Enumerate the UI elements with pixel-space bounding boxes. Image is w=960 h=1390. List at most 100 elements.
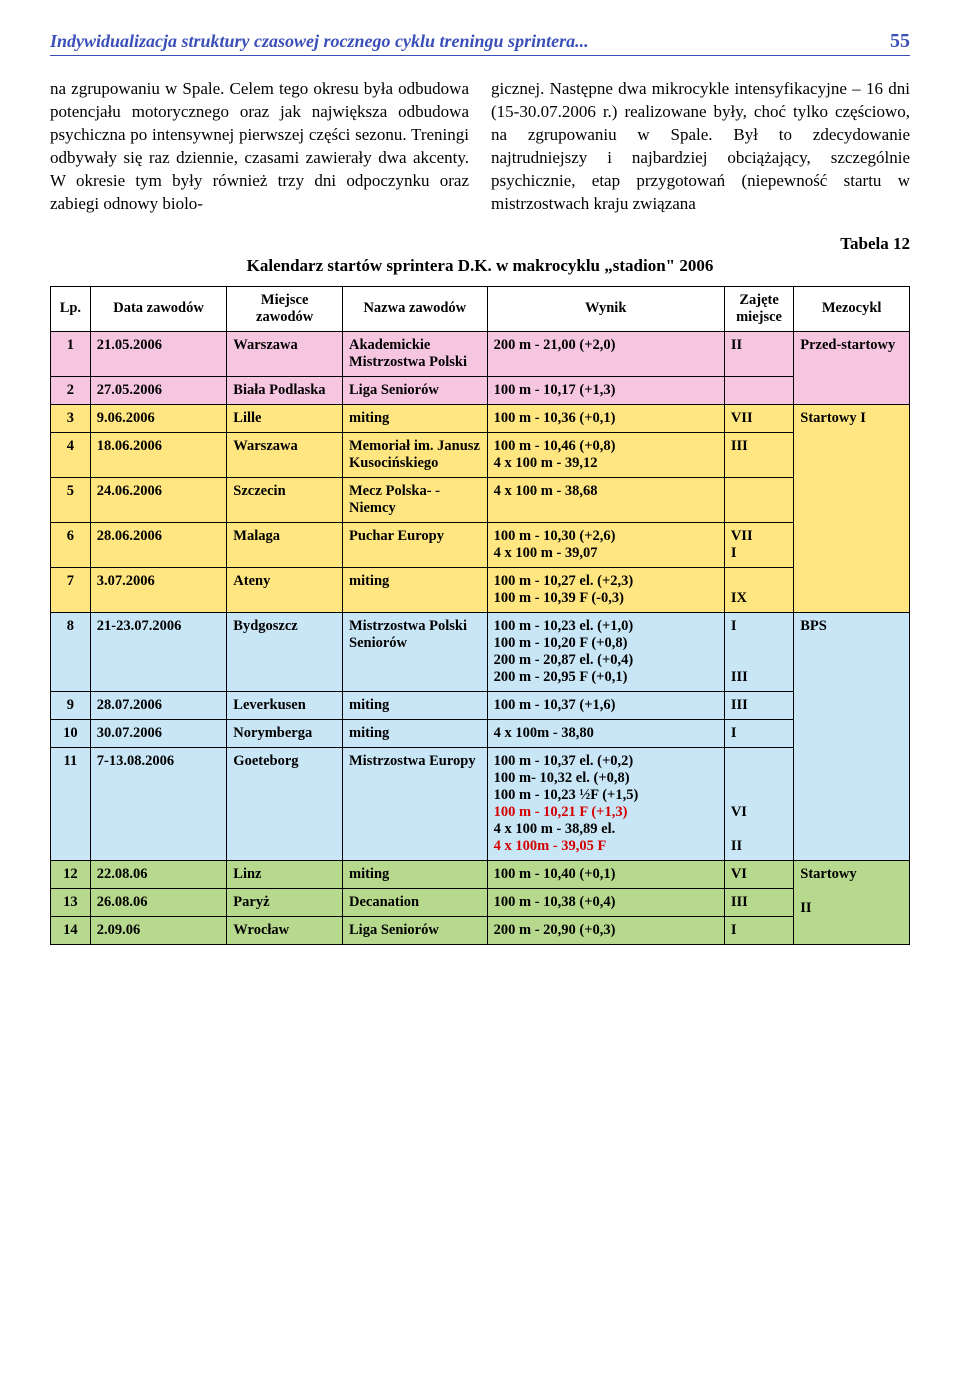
table-cell: 7 (51, 567, 91, 612)
table-cell: Startowy I (794, 404, 910, 612)
table-cell: Szczecin (227, 477, 343, 522)
table-cell: Mistrzostwa Europy (343, 747, 488, 860)
page-header: Indywidualizacja struktury czasowej rocz… (50, 30, 910, 56)
table-cell: miting (343, 691, 488, 719)
table-cell: 100 m - 10,46 (+0,8)4 x 100 m - 39,12 (487, 432, 724, 477)
table-row: 39.06.2006Lillemiting100 m - 10,36 (+0,1… (51, 404, 910, 432)
table-cell: 2.09.06 (90, 916, 227, 944)
table-cell: 200 m - 20,90 (+0,3) (487, 916, 724, 944)
table-header-row: Lp. Data zawodów Miejsce zawodów Nazwa z… (51, 286, 910, 331)
table-cell: Wrocław (227, 916, 343, 944)
running-title: Indywidualizacja struktury czasowej rocz… (50, 31, 589, 52)
table-cell: Goeteborg (227, 747, 343, 860)
table-cell: Leverkusen (227, 691, 343, 719)
table-cell: Warszawa (227, 331, 343, 376)
table-cell: 4 x 100m - 38,80 (487, 719, 724, 747)
table-row: 73.07.2006Atenymiting100 m - 10,27 el. (… (51, 567, 910, 612)
table-cell: III (724, 432, 793, 477)
table-cell: Memoriał im. Janusz Kusocińskiego (343, 432, 488, 477)
table-row: 1222.08.06Linzmiting100 m - 10,40 (+0,1)… (51, 860, 910, 888)
body-text-columns: na zgrupowaniu w Spale. Celem tego okres… (50, 78, 910, 216)
table-cell: Akademickie Mistrzostwa Polski (343, 331, 488, 376)
table-cell: 9 (51, 691, 91, 719)
table-cell: 100 m - 10,38 (+0,4) (487, 888, 724, 916)
table-cell: III (724, 691, 793, 719)
page-number: 55 (890, 30, 910, 53)
table-cell: 3 (51, 404, 91, 432)
table-cell: 8 (51, 612, 91, 691)
table-cell: 5 (51, 477, 91, 522)
table-cell: Lille (227, 404, 343, 432)
table-cell: 100 m - 10,37 el. (+0,2)100 m- 10,32 el.… (487, 747, 724, 860)
table-cell: BPS (794, 612, 910, 860)
table-cell: IX (724, 567, 793, 612)
table-cell: miting (343, 860, 488, 888)
th-result: Wynik (487, 286, 724, 331)
table-cell: 11 (51, 747, 91, 860)
th-place: Miejsce zawodów (227, 286, 343, 331)
table-cell: VII (724, 404, 793, 432)
th-event: Nazwa zawodów (343, 286, 488, 331)
table-cell: Decanation (343, 888, 488, 916)
table-cell: 30.07.2006 (90, 719, 227, 747)
table-row: 142.09.06WrocławLiga Seniorów200 m - 20,… (51, 916, 910, 944)
table-cell: 9.06.2006 (90, 404, 227, 432)
th-pos: Zajęte miejsce (724, 286, 793, 331)
table-cell: Paryż (227, 888, 343, 916)
table-row: 524.06.2006SzczecinMecz Polska- -Niemcy4… (51, 477, 910, 522)
table-cell: Przed-startowy (794, 331, 910, 404)
table-cell: I (724, 719, 793, 747)
table-cell: miting (343, 567, 488, 612)
table-cell: VI (724, 860, 793, 888)
table-cell: II (724, 331, 793, 376)
table-row: 928.07.2006Leverkusenmiting100 m - 10,37… (51, 691, 910, 719)
table-cell: 200 m - 21,00 (+2,0) (487, 331, 724, 376)
table-cell: 100 m - 10,40 (+0,1) (487, 860, 724, 888)
table-cell: Mecz Polska- -Niemcy (343, 477, 488, 522)
table-cell: VIII (724, 747, 793, 860)
table-cell: 26.08.06 (90, 888, 227, 916)
table-cell (724, 376, 793, 404)
table-row: 227.05.2006Biała PodlaskaLiga Seniorów10… (51, 376, 910, 404)
table-cell: 100 m - 10,17 (+1,3) (487, 376, 724, 404)
table-cell: Biała Podlaska (227, 376, 343, 404)
table-cell: Mistrzostwa Polski Seniorów (343, 612, 488, 691)
table-cell: I (724, 916, 793, 944)
body-text-col2: gicznej. Następne dwa mikrocykle intensy… (491, 78, 910, 216)
th-lp: Lp. (51, 286, 91, 331)
table-cell: 22.08.06 (90, 860, 227, 888)
table-row: 117-13.08.2006GoeteborgMistrzostwa Europ… (51, 747, 910, 860)
table-cell: 3.07.2006 (90, 567, 227, 612)
table-row: 418.06.2006WarszawaMemoriał im. Janusz K… (51, 432, 910, 477)
table-cell: 18.06.2006 (90, 432, 227, 477)
table-cell: StartowyII (794, 860, 910, 944)
table-cell: 28.06.2006 (90, 522, 227, 567)
table-cell: Ateny (227, 567, 343, 612)
table-cell: 27.05.2006 (90, 376, 227, 404)
table-cell: Warszawa (227, 432, 343, 477)
table-cell: 1 (51, 331, 91, 376)
table-cell: miting (343, 719, 488, 747)
th-mezo: Mezocykl (794, 286, 910, 331)
table-cell: Bydgoszcz (227, 612, 343, 691)
table-cell: 4 x 100 m - 38,68 (487, 477, 724, 522)
table-cell: 2 (51, 376, 91, 404)
table-cell: Malaga (227, 522, 343, 567)
results-table: Lp. Data zawodów Miejsce zawodów Nazwa z… (50, 286, 910, 945)
table-row: 821-23.07.2006BydgoszczMistrzostwa Polsk… (51, 612, 910, 691)
table-row: 1326.08.06ParyżDecanation100 m - 10,38 (… (51, 888, 910, 916)
table-caption-number: Tabela 12 (50, 234, 910, 254)
table-row: 121.05.2006WarszawaAkademickie Mistrzost… (51, 331, 910, 376)
body-text-col1: na zgrupowaniu w Spale. Celem tego okres… (50, 78, 469, 216)
table-cell: 21-23.07.2006 (90, 612, 227, 691)
table-cell: 100 m - 10,30 (+2,6)4 x 100 m - 39,07 (487, 522, 724, 567)
table-cell: 21.05.2006 (90, 331, 227, 376)
table-cell: 7-13.08.2006 (90, 747, 227, 860)
table-row: 1030.07.2006Norymbergamiting4 x 100m - 3… (51, 719, 910, 747)
table-cell: 13 (51, 888, 91, 916)
table-cell: 100 m - 10,37 (+1,6) (487, 691, 724, 719)
table-cell: 28.07.2006 (90, 691, 227, 719)
table-cell: Liga Seniorów (343, 916, 488, 944)
table-cell: 10 (51, 719, 91, 747)
table-cell: III (724, 888, 793, 916)
